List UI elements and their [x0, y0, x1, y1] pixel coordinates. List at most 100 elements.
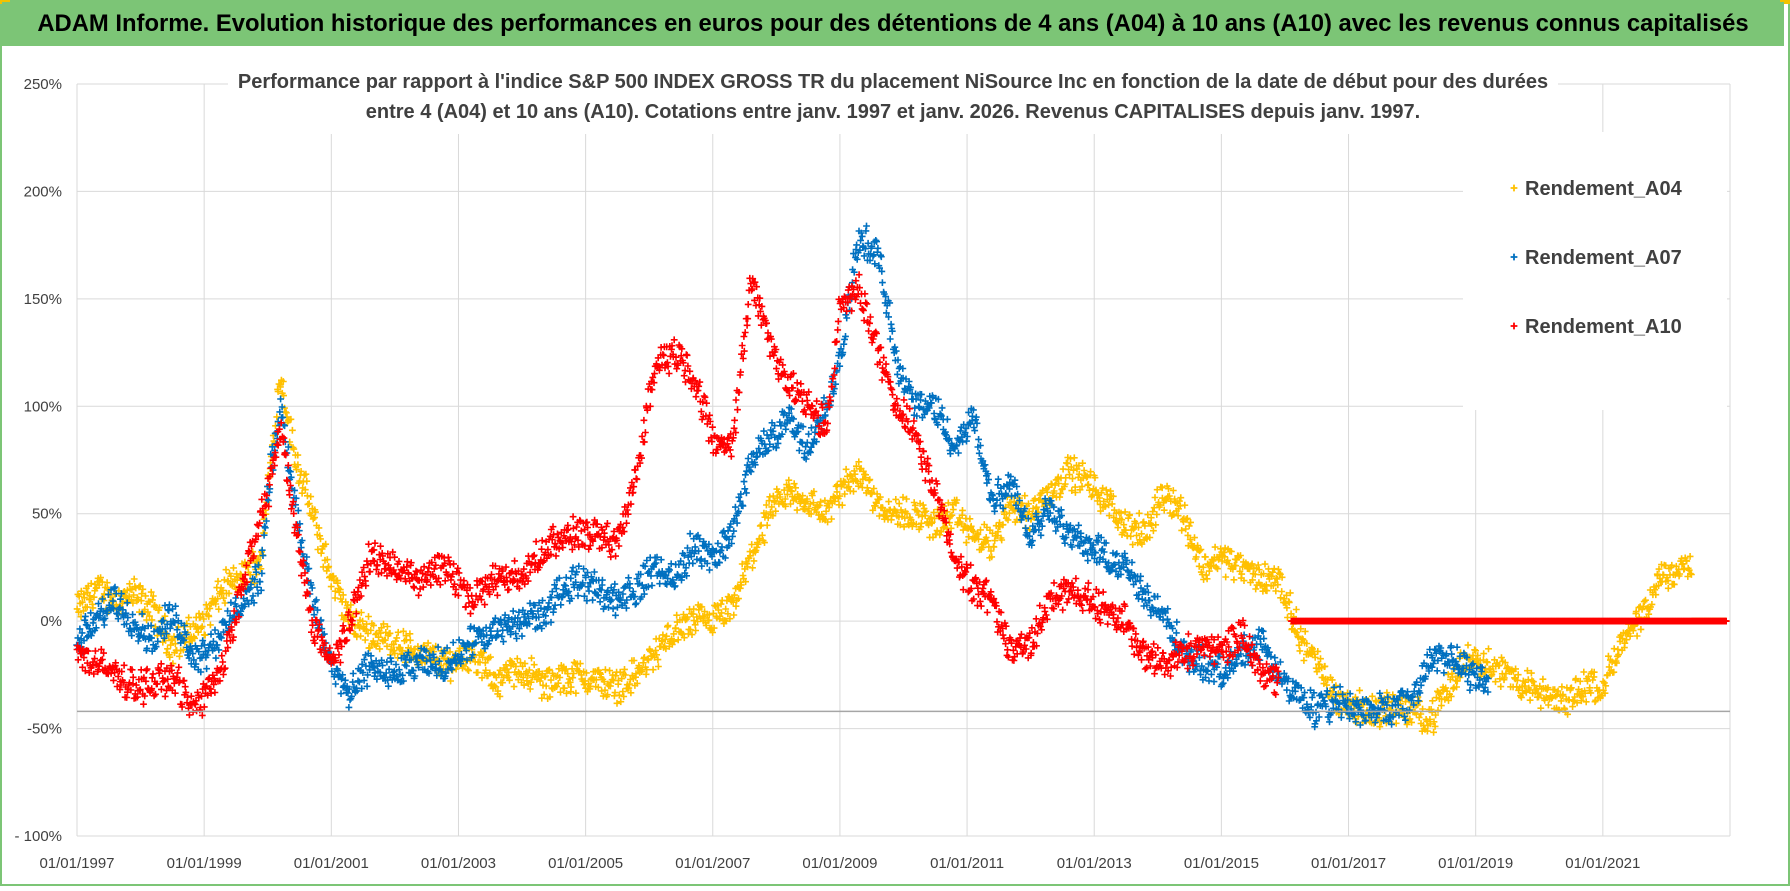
point-rendement-a07 — [887, 336, 894, 343]
point-rendement-a10 — [741, 333, 748, 340]
point-rendement-a04 — [1611, 645, 1618, 652]
point-rendement-a07 — [944, 416, 951, 423]
point-rendement-a04 — [1497, 683, 1504, 690]
point-rendement-a04 — [1262, 561, 1269, 568]
point-rendement-a07 — [597, 598, 604, 605]
point-rendement-a10 — [427, 582, 434, 589]
point-rendement-a04 — [303, 478, 310, 485]
point-rendement-a04 — [1527, 697, 1534, 704]
point-rendement-a10 — [174, 670, 181, 677]
point-rendement-a07 — [612, 612, 619, 619]
point-rendement-a04 — [1485, 645, 1492, 652]
point-rendement-a07 — [1480, 688, 1487, 695]
point-rendement-a07 — [1211, 678, 1218, 685]
point-rendement-a04 — [764, 522, 771, 529]
point-rendement-a07 — [1434, 667, 1441, 674]
point-rendement-a07 — [259, 570, 266, 577]
point-rendement-a04 — [1152, 521, 1159, 528]
point-rendement-a07 — [633, 600, 640, 607]
point-rendement-a07 — [1173, 619, 1180, 626]
point-rendement-a04 — [1222, 574, 1229, 581]
point-rendement-a07 — [499, 633, 506, 640]
point-rendement-a07 — [75, 635, 82, 642]
point-rendement-a07 — [805, 431, 812, 438]
point-rendement-a10 — [218, 652, 225, 659]
point-rendement-a04 — [207, 622, 214, 629]
point-rendement-a04 — [223, 566, 230, 573]
point-rendement-a10 — [693, 393, 700, 400]
point-rendement-a07 — [975, 436, 982, 443]
point-rendement-a04 — [1634, 633, 1641, 640]
point-rendement-a07 — [853, 242, 860, 249]
point-rendement-a10 — [162, 693, 169, 700]
point-rendement-a10 — [415, 592, 422, 599]
point-rendement-a07 — [589, 597, 596, 604]
point-rendement-a07 — [611, 581, 618, 588]
point-rendement-a10 — [367, 568, 374, 575]
point-rendement-a04 — [650, 666, 657, 673]
point-rendement-a10 — [340, 622, 347, 629]
point-rendement-a04 — [1665, 585, 1672, 592]
point-rendement-a10 — [144, 666, 151, 673]
point-rendement-a07 — [575, 592, 582, 599]
point-rendement-a10 — [706, 412, 713, 419]
point-rendement-a04 — [465, 667, 472, 674]
point-rendement-a07 — [782, 426, 789, 433]
point-rendement-a10 — [553, 553, 560, 560]
point-rendement-a07 — [212, 627, 219, 634]
point-rendement-a07 — [567, 575, 574, 582]
point-rendement-a04 — [692, 627, 699, 634]
point-rendement-a04 — [1293, 606, 1300, 613]
point-rendement-a04 — [1356, 687, 1363, 694]
point-rendement-a07 — [689, 560, 696, 567]
point-rendement-a10 — [140, 701, 147, 708]
point-rendement-a10 — [671, 336, 678, 343]
point-rendement-a10 — [565, 526, 572, 533]
point-rendement-a04 — [332, 595, 339, 602]
point-rendement-a04 — [318, 550, 325, 557]
point-rendement-a04 — [1438, 702, 1445, 709]
point-rendement-a04 — [1202, 554, 1209, 561]
point-rendement-a04 — [222, 600, 229, 607]
point-rendement-a04 — [1465, 642, 1472, 649]
point-rendement-a04 — [665, 622, 672, 629]
point-rendement-a10 — [461, 577, 468, 584]
point-rendement-a04 — [528, 655, 535, 662]
point-rendement-a10 — [539, 537, 546, 544]
point-rendement-a04 — [328, 583, 335, 590]
point-rendement-a07 — [610, 605, 617, 612]
point-rendement-a04 — [1580, 669, 1587, 676]
point-rendement-a07 — [995, 476, 1002, 483]
point-rendement-a07 — [969, 413, 976, 420]
point-rendement-a04 — [1252, 586, 1259, 593]
point-rendement-a07 — [625, 574, 632, 581]
point-rendement-a07 — [760, 428, 767, 435]
point-rendement-a04 — [464, 666, 471, 673]
point-rendement-a07 — [1454, 644, 1461, 651]
point-rendement-a07 — [1337, 683, 1344, 690]
point-rendement-a10 — [158, 686, 165, 693]
point-rendement-a07 — [599, 577, 606, 584]
point-rendement-a04 — [675, 636, 682, 643]
point-rendement-a04 — [531, 661, 538, 668]
point-rendement-a10 — [744, 315, 751, 322]
point-rendement-a07 — [706, 567, 713, 574]
point-rendement-a04 — [1376, 723, 1383, 730]
point-rendement-a04 — [1393, 720, 1400, 727]
point-rendement-a10 — [494, 592, 501, 599]
point-rendement-a04 — [1087, 468, 1094, 475]
point-rendement-a10 — [129, 666, 136, 673]
chart-area: 250%200%150%100%50%0%-50%- 100%01/01/199… — [0, 46, 1790, 886]
point-rendement-a04 — [1184, 515, 1191, 522]
point-rendement-a04 — [395, 629, 402, 636]
point-rendement-a04 — [571, 659, 578, 666]
point-rendement-a04 — [1641, 598, 1648, 605]
point-rendement-a04 — [1085, 481, 1092, 488]
point-rendement-a04 — [1152, 494, 1159, 501]
point-rendement-a10 — [634, 476, 641, 483]
point-rendement-a04 — [1369, 693, 1376, 700]
point-rendement-a04 — [185, 614, 192, 621]
point-rendement-a07 — [745, 455, 752, 462]
point-rendement-a04 — [959, 507, 966, 514]
point-rendement-a04 — [758, 522, 765, 529]
